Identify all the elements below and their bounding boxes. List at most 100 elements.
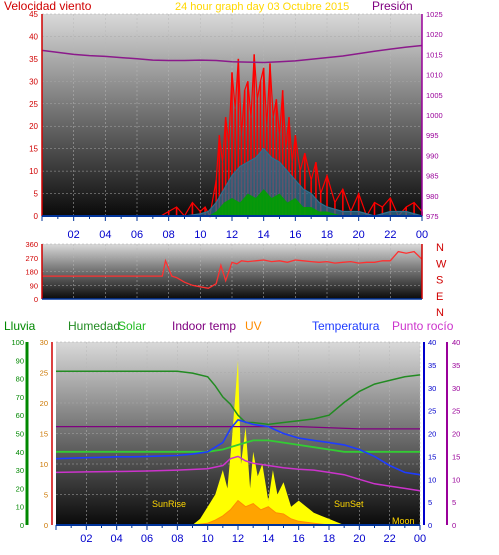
multi-xtick-00: 00 [414, 533, 426, 545]
wind-xtick-18: 18 [321, 229, 333, 241]
rain-ytick-40: 40 [16, 448, 24, 457]
direction-ytick-360: 360 [25, 240, 38, 249]
rain-ytick-50: 50 [16, 430, 24, 439]
wind-xtick-02: 02 [68, 229, 80, 241]
uv-ytick-15: 15 [40, 430, 48, 439]
pressure-ytick-975: 975 [426, 212, 439, 221]
temp-ytick-35: 35 [428, 361, 436, 370]
indoor-temp-line [56, 425, 420, 430]
multi-xtick-10: 10 [202, 533, 214, 545]
wind-panel: 0510152025303540459759809859909951000100… [29, 10, 443, 241]
wind-xtick-00: 00 [416, 229, 428, 241]
temp-ytick-40: 40 [428, 338, 436, 347]
wind-ytick-40: 40 [29, 32, 38, 41]
wind-avg-area [42, 148, 422, 216]
wind-ytick-20: 20 [29, 122, 38, 131]
uv-ytick-25: 25 [40, 369, 48, 378]
wind-xtick-06: 06 [131, 229, 143, 241]
direction-ytick-90: 90 [30, 281, 38, 290]
multi-xtick-18: 18 [323, 533, 335, 545]
uv-ytick-0: 0 [44, 521, 48, 530]
pressure-ytick-980: 980 [426, 192, 439, 201]
wind-green-area [42, 189, 422, 216]
temp-ytick-30: 30 [428, 384, 436, 393]
compass-label-0: N [436, 242, 444, 254]
wind-ytick-25: 25 [29, 100, 38, 109]
rain-ytick-0: 0 [20, 521, 24, 530]
multi-xtick-06: 06 [141, 533, 153, 545]
multi-xtick-20: 20 [353, 533, 365, 545]
wind-ytick-45: 45 [29, 10, 38, 19]
uv-ytick-5: 5 [44, 491, 48, 500]
solar-radiation-area [56, 360, 420, 525]
chart-title: 24 hour graph day 03 Octubre 2015 [175, 1, 349, 13]
wind-xtick-22: 22 [384, 229, 396, 241]
legend-punto-rocio: Punto rocío [392, 319, 454, 333]
wind-xtick-10: 10 [194, 229, 206, 241]
compass-label-4: N [436, 307, 444, 319]
pressure-line [41, 44, 423, 64]
wind-xtick-12: 12 [226, 229, 238, 241]
pressure-ytick-1020: 1020 [426, 30, 443, 39]
temperature-line [55, 418, 421, 476]
multi-xtick-04: 04 [111, 533, 123, 545]
uv-ytick-20: 20 [40, 399, 48, 408]
pressure-ytick-1025: 1025 [426, 10, 443, 19]
multi-xtick-12: 12 [232, 533, 244, 545]
rain-ytick-90: 90 [16, 356, 24, 365]
direction-ytick-0: 0 [34, 295, 38, 304]
multi-xtick-22: 22 [384, 533, 396, 545]
uv-line [56, 499, 420, 526]
rain-ytick-100: 100 [11, 338, 24, 347]
multi-xtick-16: 16 [293, 533, 305, 545]
dew-ytick-5: 5 [452, 498, 456, 507]
rain-ytick-10: 10 [16, 503, 24, 512]
temp-ytick-15: 15 [428, 452, 436, 461]
wind-xtick-20: 20 [353, 229, 365, 241]
multi-xtick-08: 08 [171, 533, 183, 545]
wind-xtick-16: 16 [289, 229, 301, 241]
wind-ytick-30: 30 [29, 77, 38, 86]
wind-xtick-08: 08 [163, 229, 175, 241]
uv-ytick-10: 10 [40, 460, 48, 469]
dew-ytick-0: 0 [452, 521, 456, 530]
wind-ytick-0: 0 [34, 212, 39, 221]
pressure-ytick-1005: 1005 [426, 91, 443, 100]
legend-lluvia: Lluvia [4, 319, 36, 333]
multi-xtick-02: 02 [80, 533, 92, 545]
wind-ytick-10: 10 [29, 167, 38, 176]
pressure-label: Presión [372, 0, 413, 13]
dew-ytick-20: 20 [452, 430, 460, 439]
wind-xtick-14: 14 [258, 229, 270, 241]
rain-ytick-20: 20 [16, 484, 24, 493]
legend-humedad: Humedad [68, 319, 120, 333]
pressure-ytick-985: 985 [426, 172, 439, 181]
compass-label-3: E [436, 291, 443, 303]
legend-temperatura: Temperatura [312, 319, 380, 333]
rain-ytick-60: 60 [16, 411, 24, 420]
pressure-ytick-1010: 1010 [426, 71, 443, 80]
direction-ytick-180: 180 [25, 268, 38, 277]
multi-panel: 0510152025300102030405060708090100051015… [11, 338, 460, 545]
multi-xtick-14: 14 [262, 533, 274, 545]
rain-ytick-80: 80 [16, 375, 24, 384]
compass-label-2: S [436, 275, 443, 287]
solar-line [56, 439, 420, 453]
legend-indoor-temp: Indoor temp [172, 319, 236, 333]
wind-ytick-35: 35 [29, 55, 38, 64]
rain-ytick-30: 30 [16, 466, 24, 475]
pressure-ytick-995: 995 [426, 131, 439, 140]
dew-ytick-35: 35 [452, 361, 460, 370]
temp-ytick-0: 0 [428, 521, 432, 530]
dew-ytick-40: 40 [452, 338, 460, 347]
wind-ytick-15: 15 [29, 145, 38, 154]
temp-ytick-5: 5 [428, 498, 432, 507]
temp-ytick-10: 10 [428, 475, 436, 484]
wind-xtick-04: 04 [99, 229, 111, 241]
legend-uv: UV [245, 319, 262, 333]
sunset-annotation: SunSet [334, 499, 364, 509]
moon-annotation: Moon [392, 516, 415, 526]
rain-ytick-70: 70 [16, 393, 24, 402]
uv-ytick-30: 30 [40, 338, 48, 347]
